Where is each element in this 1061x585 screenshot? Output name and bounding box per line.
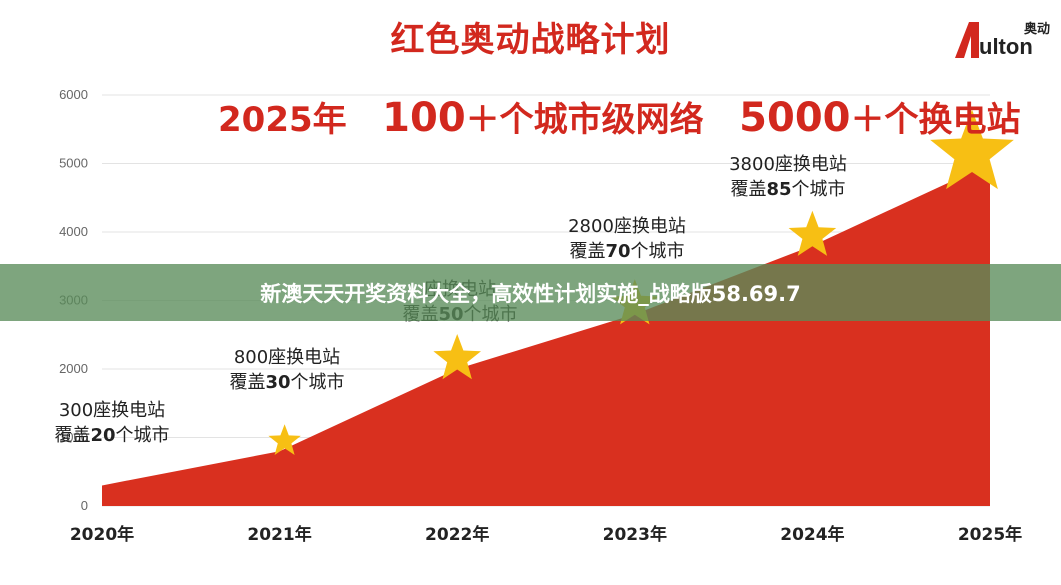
star-marker xyxy=(930,109,1014,190)
y-tick-label: 5000 xyxy=(59,156,88,171)
y-tick-label: 0 xyxy=(81,498,88,513)
logo-mark-icon xyxy=(955,22,979,58)
star-marker xyxy=(788,210,837,256)
x-tick-label: 2022年 xyxy=(425,524,489,545)
annotation-line1: 300座换电站 xyxy=(59,400,165,421)
x-axis-ticks: 2020年 2021年 2022年 2023年 2024年 2025年 xyxy=(70,524,1022,545)
annotation-line1: 3800座换电站 xyxy=(729,154,847,175)
annotation-line1: 2800座换电站 xyxy=(568,216,686,237)
annotation-line2: 覆盖20个城市 xyxy=(54,425,169,446)
area-series xyxy=(102,163,990,506)
star-marker xyxy=(433,334,481,380)
subtitle-stations-count: 5000 xyxy=(739,95,851,141)
star-marker xyxy=(268,424,301,455)
chart-title: 红色奥动战略计划 xyxy=(390,20,671,60)
x-tick-label: 2021年 xyxy=(247,524,311,545)
annotation-line2: 覆盖85个城市 xyxy=(730,179,845,200)
area-fill xyxy=(102,163,990,506)
x-tick-label: 2024年 xyxy=(780,524,844,545)
y-tick-label: 1000 xyxy=(59,430,88,445)
annotation-line2: 覆盖70个城市 xyxy=(569,241,684,262)
logo-wordmark: ulton xyxy=(979,34,1033,59)
subtitle-stations-label: ＋个换电站 xyxy=(850,100,1021,140)
y-tick-label: 4000 xyxy=(59,224,88,239)
x-tick-label: 2025年 xyxy=(958,524,1022,545)
overlay-banner: 新澳天天开奖资料大全，高效性计划实施_战略版58.69.7 xyxy=(0,264,1061,321)
brand-logo: 奥动 ulton xyxy=(955,18,1050,62)
y-tick-label: 2000 xyxy=(59,361,88,376)
subtitle-cities-count: 100 xyxy=(382,95,466,141)
annotation-line1: 800座换电站 xyxy=(234,347,340,368)
annotation-line2: 覆盖30个城市 xyxy=(229,372,344,393)
x-tick-label: 2020年 xyxy=(70,524,134,545)
y-tick-label: 6000 xyxy=(59,87,88,102)
logo-chinese-text: 奥动 xyxy=(1023,22,1050,37)
chart-subtitle: 2025年 100＋个城市级网络 5000＋个换电站 xyxy=(218,92,1021,141)
subtitle-year: 2025年 xyxy=(218,100,347,140)
subtitle-cities-label: ＋个城市级网络 xyxy=(465,100,704,140)
x-tick-label: 2023年 xyxy=(603,524,667,545)
